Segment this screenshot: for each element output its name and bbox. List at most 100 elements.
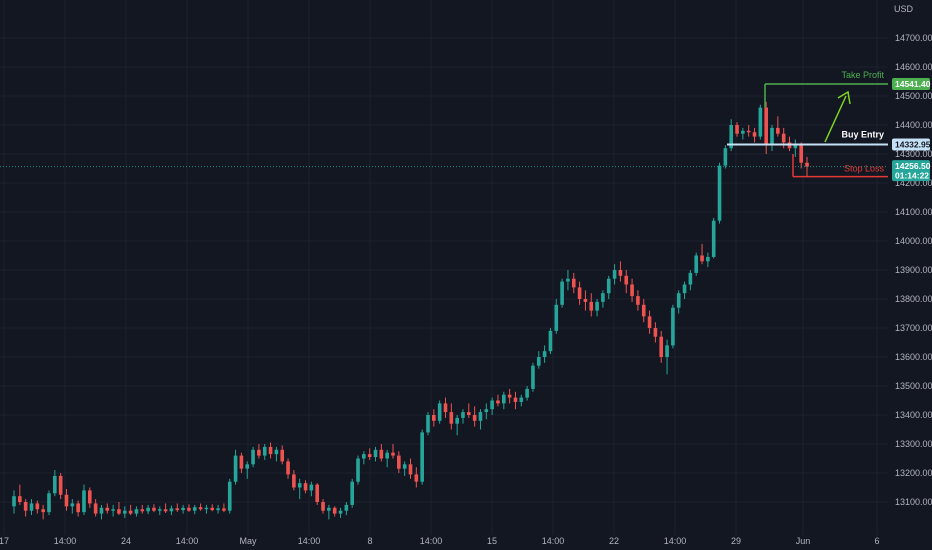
candle — [461, 409, 465, 424]
candle — [93, 499, 98, 517]
candle — [408, 458, 413, 479]
x-tick-label: 22 — [609, 536, 619, 546]
candle — [338, 507, 343, 518]
candle — [402, 461, 407, 476]
candle — [58, 473, 63, 500]
candle-body — [146, 507, 150, 512]
y-tick-label: 14500.00 — [895, 91, 932, 101]
candle-body — [373, 449, 378, 458]
candle-body — [647, 316, 652, 328]
candle-body — [764, 107, 768, 146]
candle-body — [64, 494, 69, 507]
candle — [303, 480, 308, 494]
candle-body — [18, 496, 22, 502]
candle-body — [163, 509, 168, 512]
candle — [542, 345, 547, 363]
candle-body — [257, 449, 261, 456]
candle-body — [362, 454, 366, 459]
candle — [280, 445, 285, 465]
candle — [601, 290, 605, 308]
candle — [414, 467, 419, 488]
candle-body — [303, 483, 308, 491]
candle — [449, 403, 454, 430]
candle — [239, 452, 244, 473]
candle-body — [676, 293, 681, 308]
candle — [23, 499, 28, 517]
candle — [315, 483, 320, 505]
candle-body — [315, 484, 320, 502]
stop-loss-label: Stop Loss — [844, 164, 885, 174]
take-profit-price-tag[interactable]: 14541.40 — [892, 77, 931, 90]
candle — [752, 127, 757, 143]
y-tick-label: 14400.00 — [895, 120, 932, 130]
candle-body — [93, 503, 98, 514]
x-tick-label: 29 — [731, 536, 741, 546]
candle — [76, 500, 80, 517]
candle — [671, 304, 675, 349]
candle — [251, 446, 255, 468]
candle-body — [76, 503, 80, 513]
candle-body — [542, 351, 547, 357]
last-price-tag-text: 14256.50 — [895, 161, 931, 171]
candle — [18, 484, 22, 505]
take-profit-price-tag-bg — [892, 77, 930, 90]
candle-body — [758, 107, 763, 137]
candle — [519, 394, 524, 407]
candle — [70, 499, 75, 514]
candle — [12, 490, 16, 514]
price-axis[interactable]: USD 13100.00 13200.00 13300.00 13400.00 1350… — [892, 4, 932, 507]
candle-body — [606, 278, 611, 294]
candle — [157, 506, 162, 516]
candle-body — [536, 357, 541, 366]
candle-body — [175, 508, 180, 511]
candle — [548, 328, 553, 355]
candle-body — [548, 330, 553, 352]
candle-body — [793, 145, 798, 149]
candle — [379, 444, 384, 462]
candle — [467, 403, 471, 418]
candle — [87, 487, 92, 508]
candle — [332, 506, 337, 517]
candle — [554, 299, 559, 334]
candle — [286, 458, 290, 479]
candle-body — [280, 449, 285, 462]
time-axis[interactable]: 17 14:00 24 14:00 May 14:00 8 14:00 15 14:00 22 14:… — [0, 536, 880, 546]
candle-body — [805, 162, 809, 167]
candle-body — [152, 507, 156, 511]
candle — [606, 275, 611, 299]
candle — [577, 281, 582, 305]
candle-body — [53, 475, 57, 494]
candle-body — [397, 455, 401, 469]
candle-body — [694, 255, 699, 273]
candle — [426, 412, 430, 436]
candle-body — [554, 304, 559, 331]
candles-layer — [12, 101, 809, 520]
candle-body — [41, 509, 45, 513]
candle — [571, 272, 576, 294]
candle — [525, 386, 529, 401]
candle — [262, 444, 267, 460]
candle — [227, 478, 232, 514]
candle — [192, 504, 197, 515]
candle-body — [595, 301, 599, 311]
candle-body — [35, 503, 40, 510]
candle-body — [391, 452, 395, 456]
candle-body — [467, 412, 471, 415]
x-tick-label: Jun — [796, 536, 811, 546]
candle-body — [519, 397, 524, 402]
candle — [770, 125, 774, 152]
candle-body — [507, 394, 512, 398]
candle — [292, 470, 296, 491]
candle-body — [735, 125, 739, 134]
candle — [636, 290, 640, 311]
buy-entry-price-tag[interactable]: 14332.95 — [892, 138, 931, 151]
candle — [618, 261, 623, 282]
candle-body — [571, 278, 576, 288]
candle — [688, 270, 693, 291]
candle — [397, 451, 401, 473]
candle-body — [641, 304, 646, 317]
